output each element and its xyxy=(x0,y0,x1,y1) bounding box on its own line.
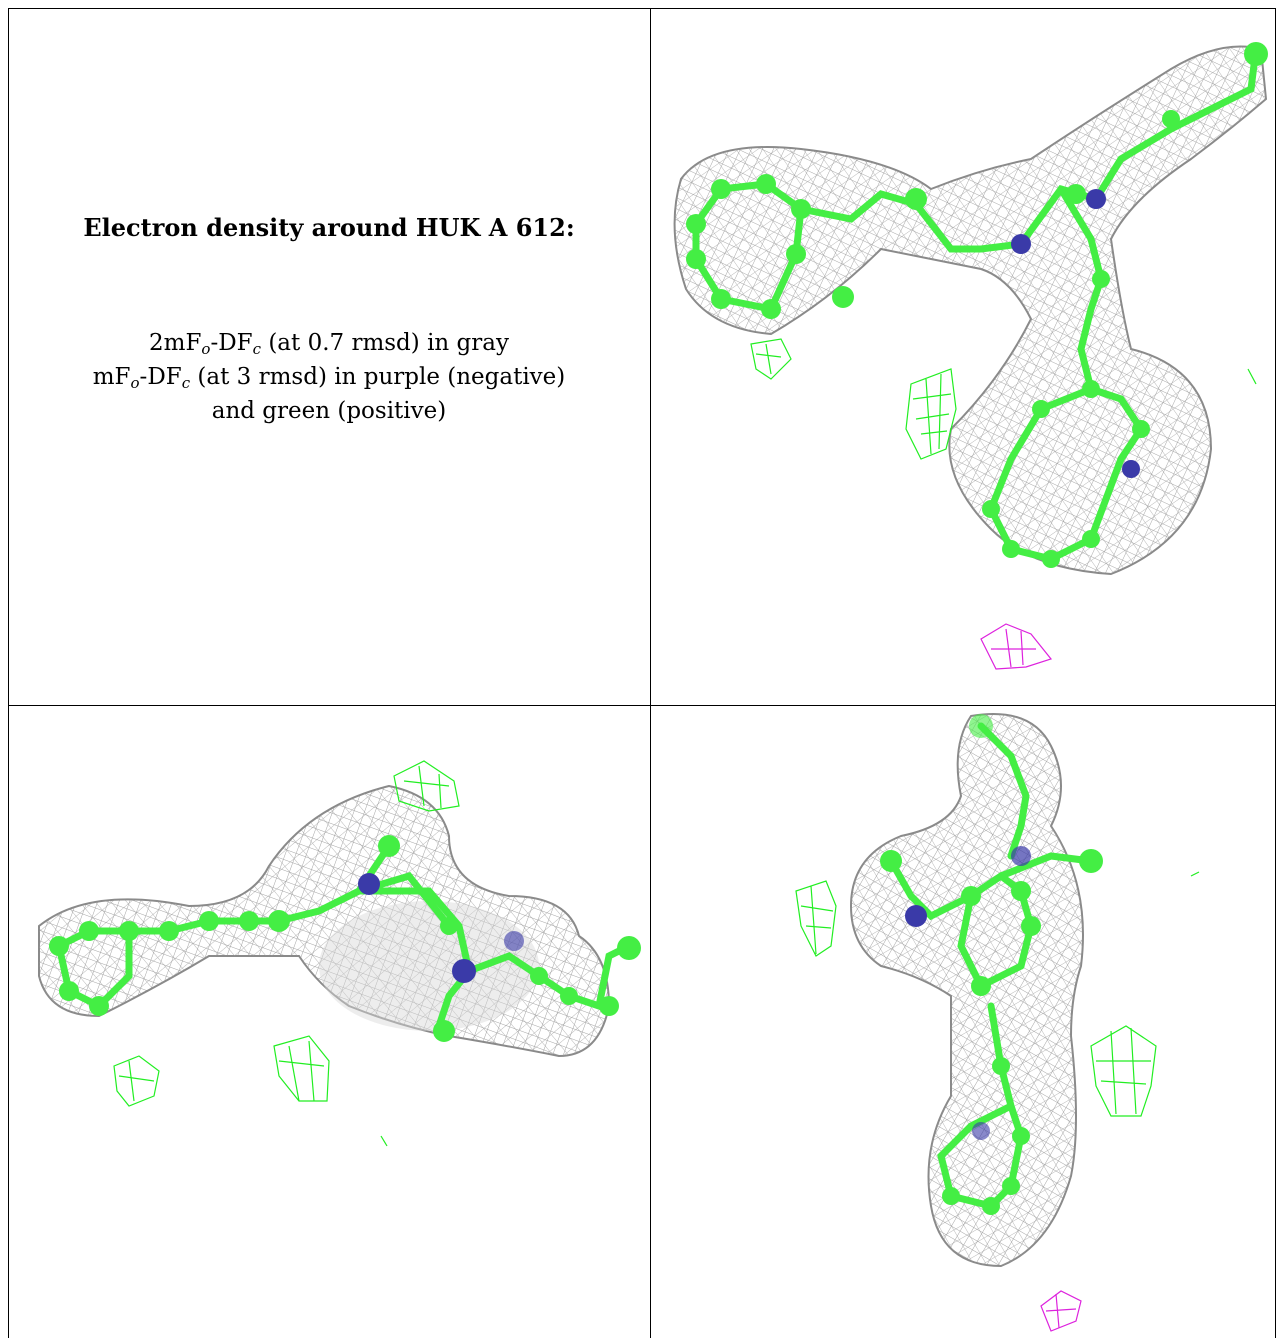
caption-panel: Electron density around HUK A 612: 2mFo-… xyxy=(8,8,650,705)
density-view-top-right xyxy=(651,9,1275,705)
frame-left-border xyxy=(8,8,9,1338)
frame-center-divider xyxy=(650,8,651,1338)
atoms xyxy=(49,835,641,1042)
positive-difference-mesh xyxy=(113,760,460,1147)
caption-line-colors: and green (positive) xyxy=(211,398,447,424)
atoms xyxy=(880,714,1103,1215)
atoms xyxy=(686,42,1268,568)
negative-difference-mesh xyxy=(1040,1290,1082,1332)
positive-difference-mesh xyxy=(795,871,1200,1117)
frame-top-border xyxy=(8,8,1276,9)
figure-frame: Electron density around HUK A 612: 2mFo-… xyxy=(8,8,1276,1338)
frame-middle-border xyxy=(8,705,1276,706)
density-view-bottom-left xyxy=(9,706,650,1338)
density-render-1 xyxy=(673,42,1268,670)
density-render-3 xyxy=(795,713,1200,1332)
caption-legend: 2mFo-DFc (at 0.7 rmsd) in gray mFo-DFc (… xyxy=(8,326,650,428)
caption-line-fofc: mFo-DFc (at 3 rmsd) in purple (negative) xyxy=(92,364,566,392)
gray-density-mesh xyxy=(673,45,1268,576)
density-view-bottom-right xyxy=(651,706,1275,1338)
caption-line-2fofc: 2mFo-DFc (at 0.7 rmsd) in gray xyxy=(149,330,509,358)
density-render-2 xyxy=(38,760,641,1147)
gray-density-mesh xyxy=(849,713,1084,1268)
gray-density-mesh xyxy=(38,784,611,1058)
caption-title: Electron density around HUK A 612: xyxy=(83,213,575,242)
negative-difference-mesh xyxy=(980,623,1053,670)
ligand-model xyxy=(887,722,1095,1210)
positive-difference-mesh xyxy=(750,338,1257,460)
